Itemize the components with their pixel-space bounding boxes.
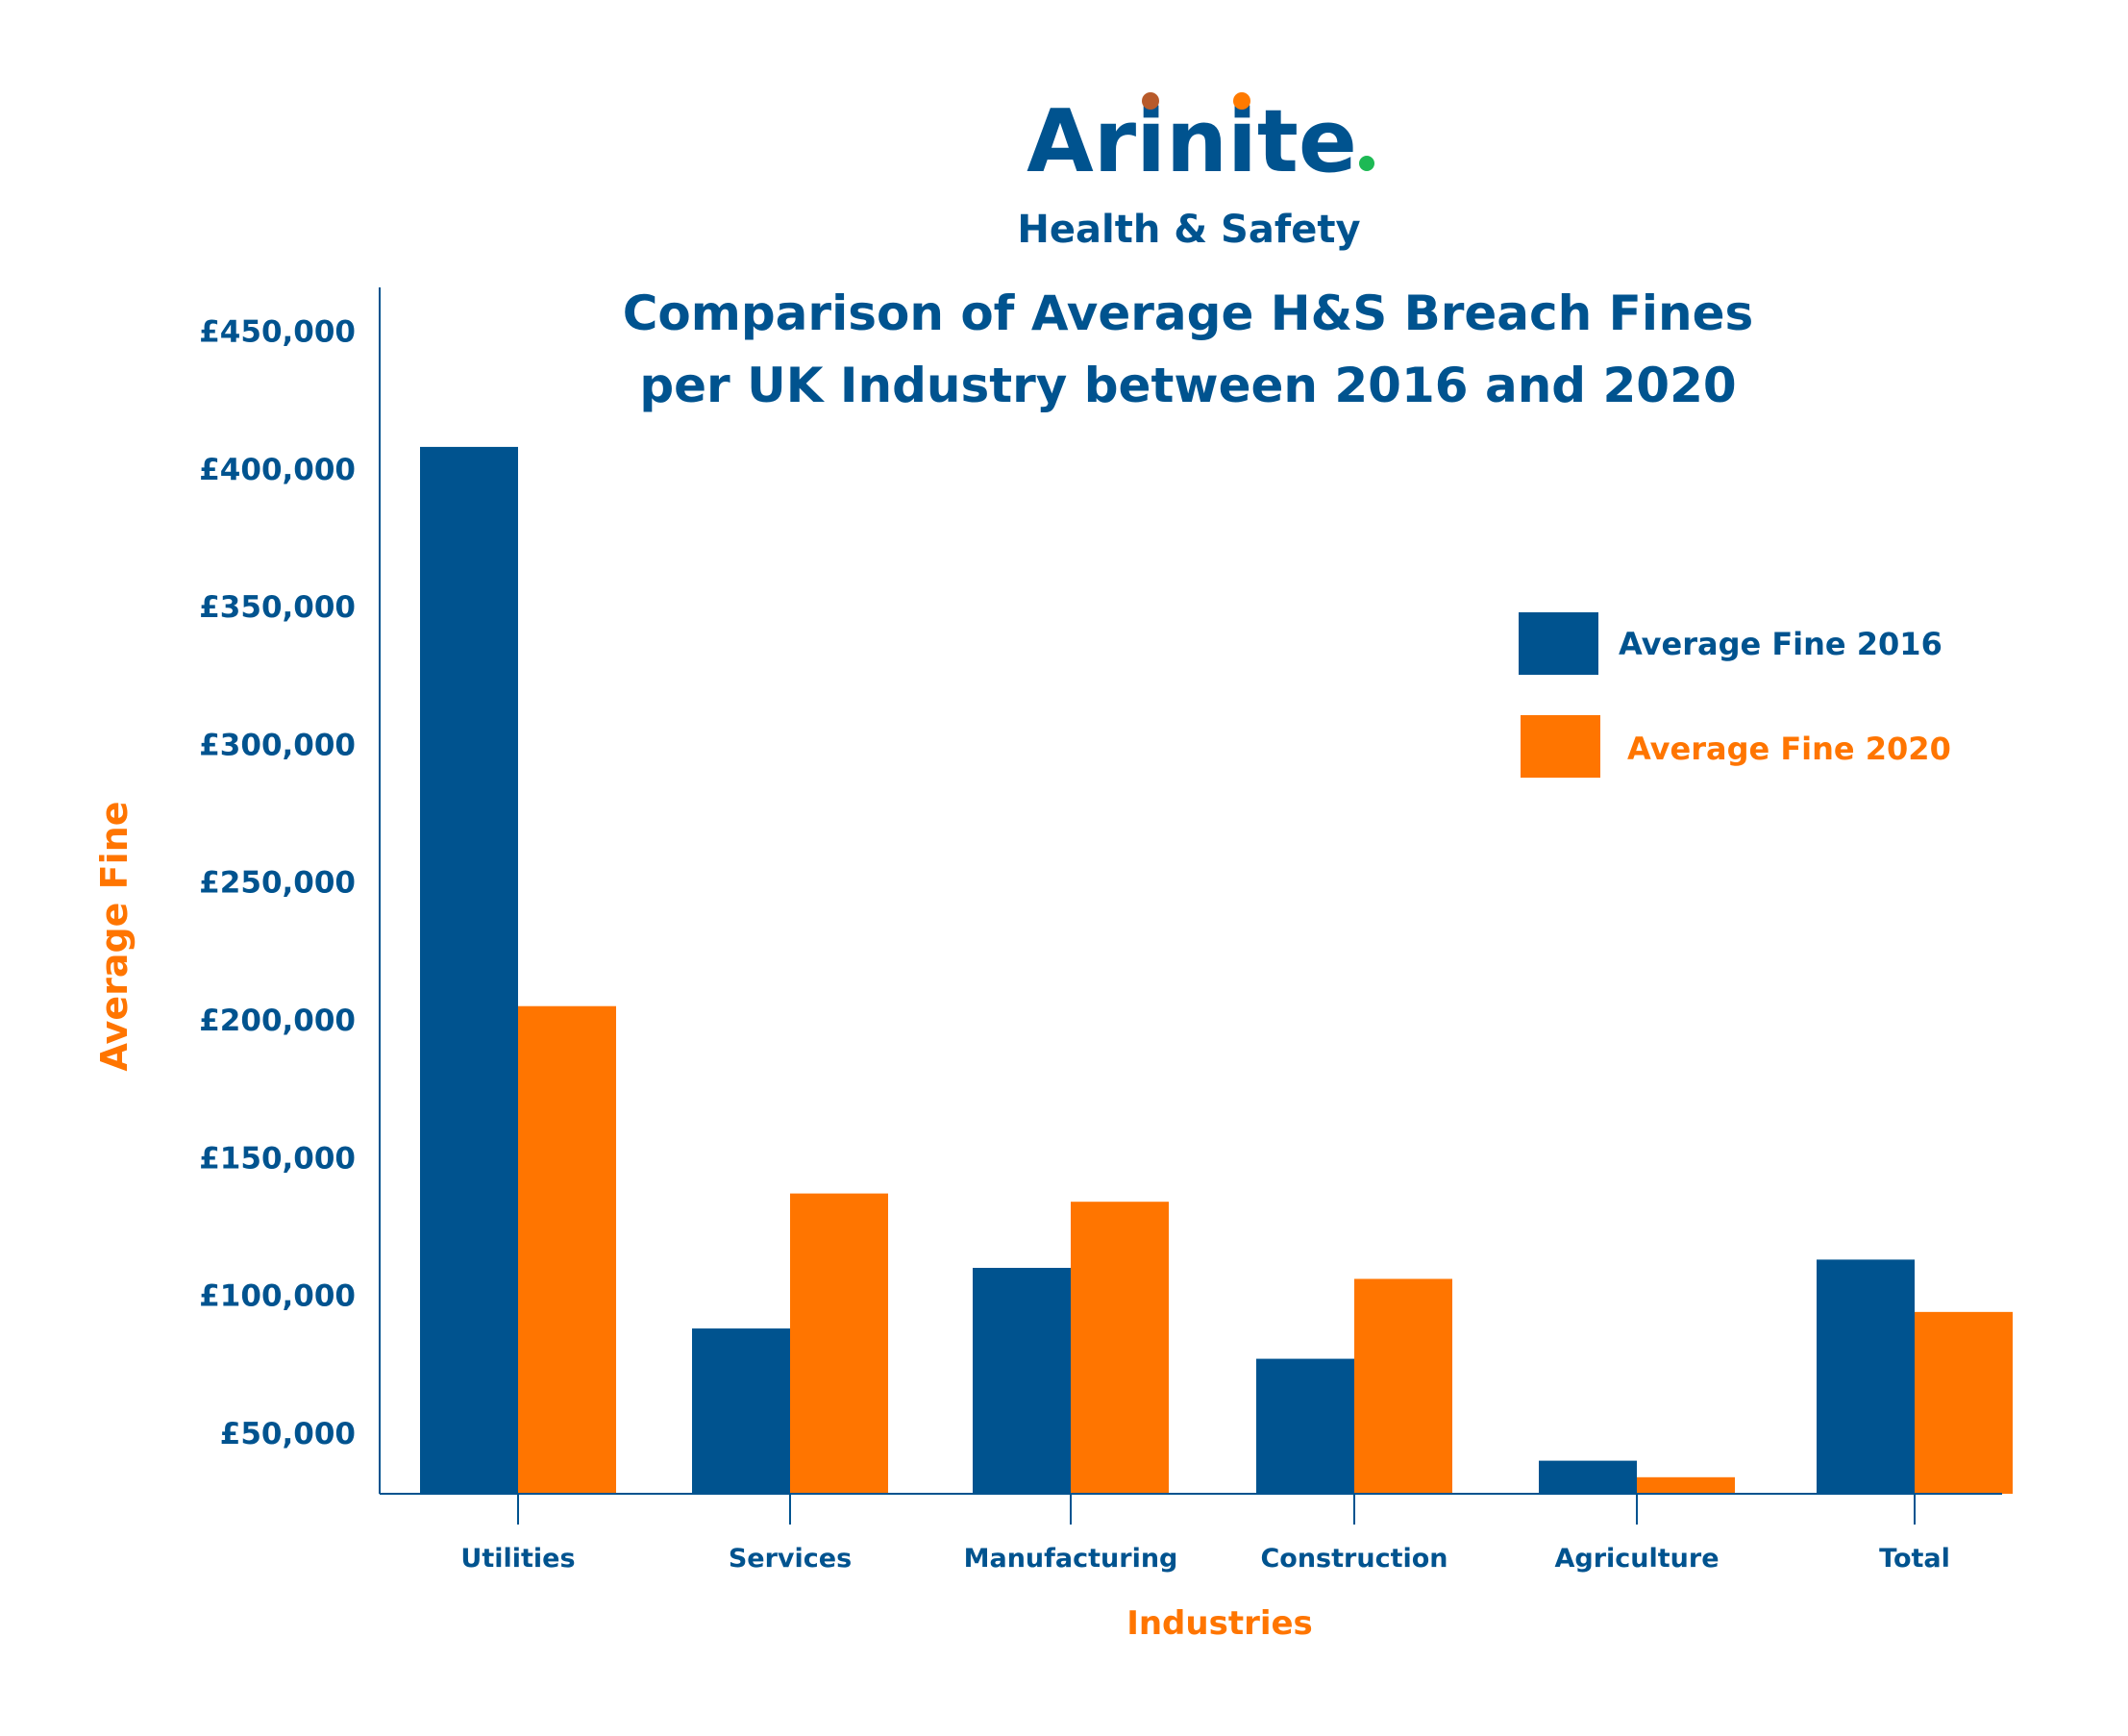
x-tick-label: Services: [729, 1544, 852, 1574]
logo-tagline: Health & Safety: [1017, 208, 1360, 252]
logo-brand: Arinite: [1027, 91, 1357, 192]
y-tick-label: £100,000: [199, 1279, 356, 1314]
legend-label-2016: Average Fine 2016: [1619, 626, 1942, 662]
bar-2020-total: [1915, 1311, 2013, 1494]
y-tick-label: £300,000: [199, 728, 356, 762]
legend: Average Fine 2016 Average Fine 2020: [1519, 612, 1951, 778]
bar-2020-manufacturing: [1071, 1202, 1169, 1494]
legend-swatch-2020: [1521, 715, 1600, 778]
y-tick-label: £400,000: [199, 453, 356, 487]
y-tick-label: £50,000: [220, 1417, 356, 1451]
legend-swatch-2016: [1519, 612, 1598, 675]
y-tick-label: £150,000: [199, 1141, 356, 1176]
y-tick-label: £350,000: [199, 590, 356, 625]
x-tick-label: Construction: [1260, 1544, 1448, 1574]
logo-dot-i2: [1233, 92, 1250, 110]
bar-2016-manufacturing: [973, 1267, 1071, 1494]
x-tick-label: Manufacturing: [964, 1544, 1178, 1574]
logo-dot-period: [1359, 156, 1374, 171]
x-axis-label: Industries: [1126, 1604, 1313, 1643]
bar-2016-utilities: [420, 446, 518, 1494]
bar-2016-construction: [1256, 1358, 1354, 1494]
y-tick-label: £450,000: [199, 315, 356, 350]
x-tick-label: Total: [1879, 1544, 1950, 1574]
bar-2020-services: [790, 1193, 888, 1494]
y-axis-label: Average Fine: [93, 802, 136, 1072]
chart-title-line-2: per UK Industry between 2016 and 2020: [639, 358, 1736, 413]
logo: Arinite Health & Safety: [1017, 91, 1374, 252]
chart-title-line-1: Comparison of Average H&S Breach Fines: [623, 285, 1754, 341]
bar-2016-total: [1817, 1259, 1915, 1494]
bar-2016-agriculture: [1539, 1460, 1637, 1494]
x-tick-label: Agriculture: [1554, 1544, 1719, 1574]
bar-2016-services: [692, 1328, 790, 1494]
bar-2020-agriculture: [1637, 1476, 1735, 1494]
logo-dot-i1: [1142, 92, 1159, 110]
y-tick-label: £250,000: [199, 866, 356, 901]
legend-label-2020: Average Fine 2020: [1627, 731, 1951, 767]
x-tick-label: Utilities: [460, 1544, 575, 1574]
y-tick-label: £200,000: [199, 1004, 356, 1038]
bar-2020-construction: [1354, 1278, 1452, 1494]
bar-2020-utilities: [518, 1005, 616, 1494]
